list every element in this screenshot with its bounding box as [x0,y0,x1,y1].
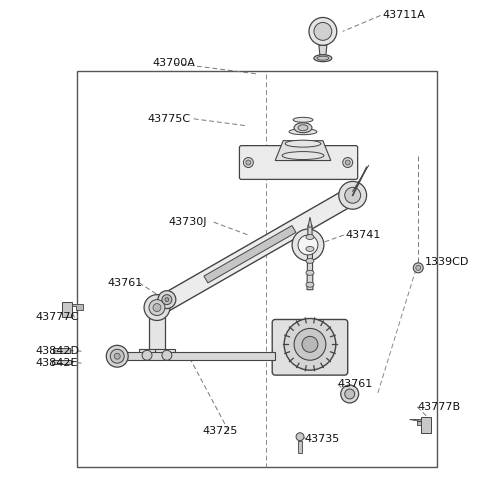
Polygon shape [307,225,313,290]
Bar [77,71,437,467]
Text: 43777C: 43777C [36,312,79,322]
Circle shape [165,297,169,302]
Text: 43777B: 43777B [417,402,460,412]
Ellipse shape [306,270,314,275]
Ellipse shape [306,282,314,287]
Text: 43741: 43741 [346,230,381,240]
Ellipse shape [294,123,312,133]
Circle shape [345,160,350,165]
Text: 1339CD: 1339CD [425,257,469,267]
Ellipse shape [298,125,308,131]
Circle shape [341,385,359,403]
Text: 43775C: 43775C [148,114,191,124]
Text: 43761: 43761 [108,278,143,288]
Circle shape [110,349,124,363]
Ellipse shape [314,55,332,62]
Circle shape [343,158,353,167]
Text: 43761: 43761 [338,379,373,389]
Circle shape [416,265,421,270]
Circle shape [345,187,360,203]
Ellipse shape [285,140,321,147]
Circle shape [114,353,120,359]
Ellipse shape [306,246,314,252]
Circle shape [106,345,128,367]
Text: 43735: 43735 [304,434,339,444]
Ellipse shape [317,56,329,60]
Circle shape [294,328,326,360]
Circle shape [243,158,253,167]
Circle shape [339,181,367,209]
Text: 43700A: 43700A [153,58,195,68]
Polygon shape [409,419,421,425]
Circle shape [158,291,176,308]
Polygon shape [139,349,159,359]
Circle shape [309,17,337,45]
Text: 43842E: 43842E [36,358,78,368]
Polygon shape [61,302,72,318]
Ellipse shape [282,151,324,160]
Polygon shape [319,45,327,55]
Circle shape [345,389,355,399]
Circle shape [246,160,251,165]
Text: 43730J: 43730J [168,217,207,227]
Polygon shape [117,352,275,360]
Circle shape [142,350,152,360]
FancyBboxPatch shape [240,146,358,179]
Ellipse shape [293,117,313,122]
Polygon shape [298,441,302,453]
Polygon shape [421,417,431,433]
Text: 43725: 43725 [203,426,238,436]
Circle shape [292,229,324,261]
Circle shape [162,295,172,305]
Ellipse shape [289,129,317,134]
Polygon shape [53,348,70,353]
Circle shape [162,350,172,360]
Polygon shape [149,318,165,357]
Circle shape [296,433,304,441]
Text: 43711A: 43711A [383,11,425,20]
Ellipse shape [306,235,314,240]
Polygon shape [153,187,357,315]
Circle shape [298,235,318,255]
FancyBboxPatch shape [272,320,348,375]
Polygon shape [308,217,312,227]
Circle shape [144,295,170,321]
Circle shape [149,300,165,316]
Circle shape [413,263,423,273]
Polygon shape [52,360,71,364]
Polygon shape [155,349,175,359]
Circle shape [153,304,161,311]
Polygon shape [204,226,296,283]
Polygon shape [72,304,84,309]
Polygon shape [275,141,331,161]
Circle shape [302,336,318,352]
Circle shape [284,319,336,370]
Ellipse shape [306,258,314,263]
Text: 43842D: 43842D [36,346,80,356]
Circle shape [314,23,332,40]
